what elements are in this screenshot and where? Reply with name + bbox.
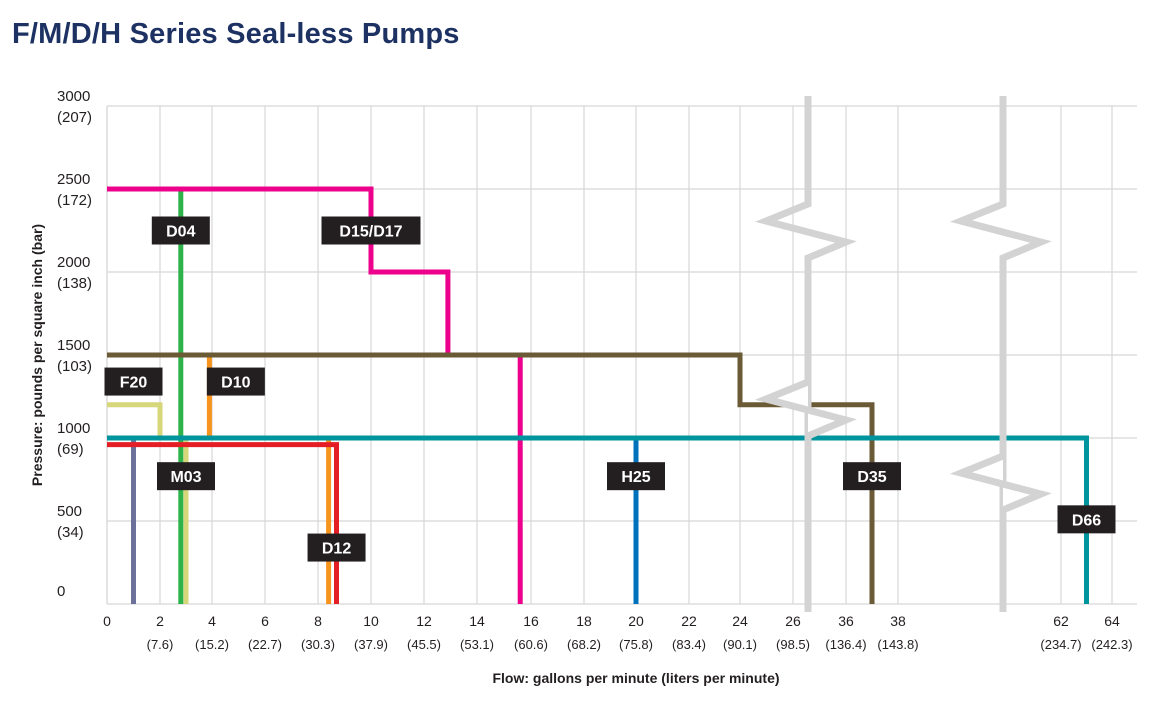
page-title: F/M/D/H Series Seal-less Pumps xyxy=(12,18,460,50)
y-tick-label: 1500 xyxy=(57,337,90,354)
x-tick-label: 0 xyxy=(103,613,111,629)
x-tick-label: 10 xyxy=(363,613,379,629)
x-tick-sublabel: (90.1) xyxy=(723,637,757,652)
x-axis: 0 2 (7.6) 4 (15.2) 6 (22.7) 8 (30.3) 10 (37.9) 12 (4… xyxy=(103,613,1133,652)
x-tick-label: 62 xyxy=(1053,613,1069,629)
label-tag-h25 xyxy=(607,462,665,491)
x-tick-label: 36 xyxy=(838,613,854,629)
x-tick-sublabel: (53.1) xyxy=(460,637,494,652)
x-tick-sublabel: (45.5) xyxy=(407,637,441,652)
x-tick-sublabel: (83.4) xyxy=(672,637,706,652)
x-tick-sublabel: (136.4) xyxy=(825,637,866,652)
y-tick-sublabel: (138) xyxy=(57,275,92,292)
x-tick-label: 20 xyxy=(628,613,644,629)
series-line-d66 xyxy=(107,435,1089,604)
label-tag-f20 xyxy=(104,367,163,396)
label-tag-d04 xyxy=(151,216,210,245)
x-tick-label: 6 xyxy=(261,613,269,629)
y-tick-label: 0 xyxy=(57,583,65,600)
x-tick-label: 22 xyxy=(681,613,697,629)
x-tick-sublabel: (60.6) xyxy=(514,637,548,652)
axis-breaks xyxy=(754,96,1052,612)
y-tick-sublabel: (103) xyxy=(57,358,92,375)
series-labels: D04 D15/D17 F20 D10 M03 H25 D35 D12 D66 xyxy=(104,216,1116,562)
label-tag-d15-d17 xyxy=(321,216,421,245)
x-axis-label: Flow: gallons per minute (liters per min… xyxy=(492,670,779,686)
x-tick-sublabel: (242.3) xyxy=(1091,637,1132,652)
label-text-d15-d17: D15/D17 xyxy=(339,224,402,241)
label-text-d10: D10 xyxy=(221,375,250,392)
x-tick-label: 38 xyxy=(890,613,906,629)
y-tick-sublabel: (172) xyxy=(57,192,92,209)
label-tag-d10 xyxy=(206,367,265,396)
x-tick-label: 14 xyxy=(469,613,485,629)
series-line-m03 xyxy=(107,402,189,604)
x-tick-label: 2 xyxy=(156,613,164,629)
x-tick-sublabel: (22.7) xyxy=(248,637,282,652)
x-tick-sublabel: (7.6) xyxy=(147,637,174,652)
axis-break-marker xyxy=(949,452,1052,514)
label-text-d35: D35 xyxy=(857,469,886,486)
x-tick-sublabel: (75.8) xyxy=(619,637,653,652)
y-tick-sublabel: (207) xyxy=(57,109,92,126)
axis-break-marker xyxy=(754,96,857,612)
label-text-d12: D12 xyxy=(322,541,351,558)
axis-break-marker xyxy=(754,378,857,440)
x-tick-sublabel: (30.3) xyxy=(301,637,335,652)
y-tick-label: 2500 xyxy=(57,171,90,188)
series-line-d12 xyxy=(107,442,339,604)
label-text-h25: H25 xyxy=(621,469,650,486)
x-tick-sublabel: (68.2) xyxy=(567,637,601,652)
x-tick-label: 16 xyxy=(523,613,539,629)
axis-break-marker xyxy=(949,96,1052,612)
y-tick-sublabel: (69) xyxy=(57,441,84,458)
y-tick-label: 3000 xyxy=(57,88,90,105)
y-tick-sublabel: (34) xyxy=(57,524,84,541)
y-tick-label: 2000 xyxy=(57,254,90,271)
y-tick-label: 1000 xyxy=(57,420,90,437)
x-tick-sublabel: (37.9) xyxy=(354,637,388,652)
label-tag-d66 xyxy=(1057,505,1116,534)
x-tick-label: 64 xyxy=(1104,613,1120,629)
y-axis: 0 500 (34) 1000 (69) 1500 (103) 2000 (138) 2500 (1… xyxy=(57,88,92,600)
y-axis-label: Pressure: pounds per square inch (bar) xyxy=(29,224,45,486)
x-tick-label: 8 xyxy=(314,613,322,629)
x-tick-label: 26 xyxy=(785,613,801,629)
x-tick-label: 18 xyxy=(576,613,592,629)
label-tag-d12 xyxy=(307,533,366,562)
x-tick-sublabel: (15.2) xyxy=(195,637,229,652)
label-tag-m03 xyxy=(157,462,215,491)
x-tick-sublabel: (143.8) xyxy=(877,637,918,652)
x-tick-sublabel: (98.5) xyxy=(776,637,810,652)
y-tick-label: 500 xyxy=(57,503,82,520)
x-tick-label: 24 xyxy=(732,613,748,629)
x-tick-sublabel: (234.7) xyxy=(1040,637,1081,652)
label-text-d04: D04 xyxy=(166,224,195,241)
label-text-d66: D66 xyxy=(1072,512,1101,529)
x-tick-label: 4 xyxy=(208,613,216,629)
series-lines xyxy=(107,186,1089,604)
label-tag-d35 xyxy=(843,462,901,491)
label-text-f20: F20 xyxy=(120,375,148,392)
label-text-m03: M03 xyxy=(170,469,201,486)
x-tick-label: 12 xyxy=(416,613,432,629)
